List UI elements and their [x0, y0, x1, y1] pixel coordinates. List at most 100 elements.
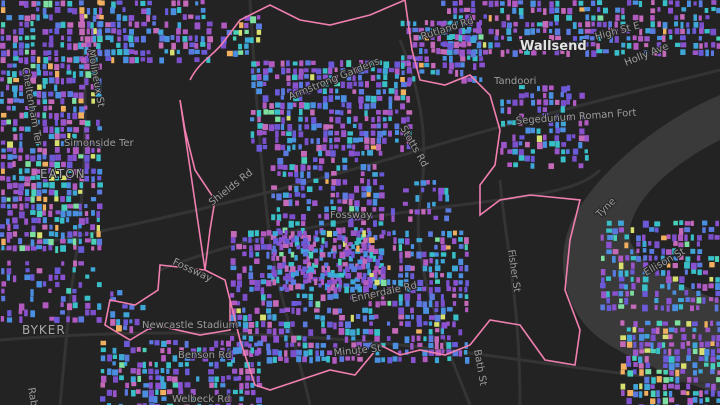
building	[382, 89, 387, 95]
building	[698, 49, 704, 56]
building	[31, 189, 37, 197]
building	[295, 200, 300, 206]
building	[697, 235, 702, 241]
building	[24, 182, 31, 187]
building	[98, 35, 102, 40]
building	[306, 262, 312, 269]
building	[618, 276, 625, 282]
building	[274, 124, 281, 130]
building	[286, 68, 291, 74]
building	[690, 248, 696, 254]
building	[651, 0, 655, 6]
building	[18, 49, 24, 56]
building	[464, 251, 469, 257]
building	[693, 370, 697, 376]
building	[524, 141, 530, 148]
building	[452, 293, 457, 298]
building	[286, 131, 292, 137]
building	[136, 368, 141, 375]
building	[129, 304, 135, 310]
building	[284, 230, 288, 236]
building	[674, 28, 680, 35]
building	[357, 265, 362, 270]
building	[668, 348, 672, 356]
building	[681, 363, 687, 369]
building	[410, 265, 415, 271]
building	[282, 256, 286, 263]
building	[54, 84, 58, 92]
building	[136, 389, 141, 394]
building	[455, 69, 459, 77]
building	[194, 49, 200, 55]
building	[208, 369, 215, 375]
building	[352, 67, 358, 73]
building	[84, 14, 88, 19]
building	[356, 237, 362, 244]
building	[460, 27, 465, 35]
building	[690, 262, 697, 270]
building	[501, 120, 506, 127]
building	[306, 255, 311, 262]
building	[458, 244, 464, 249]
building	[18, 42, 24, 49]
building	[189, 42, 196, 48]
building	[311, 123, 317, 131]
building	[37, 84, 42, 90]
building	[271, 193, 276, 199]
building	[482, 49, 488, 55]
building	[347, 137, 353, 144]
building	[72, 288, 77, 294]
building	[256, 23, 263, 30]
building	[55, 246, 59, 254]
building	[84, 63, 90, 70]
building	[332, 230, 338, 237]
building	[566, 15, 573, 21]
building	[354, 151, 360, 156]
building	[434, 336, 439, 343]
building	[149, 403, 155, 405]
building	[705, 397, 710, 403]
building	[266, 308, 272, 314]
building	[268, 67, 273, 73]
building	[129, 326, 134, 334]
building	[413, 34, 419, 41]
building	[331, 171, 337, 176]
building	[42, 8, 47, 15]
building	[344, 286, 349, 294]
building	[338, 258, 342, 266]
building	[30, 210, 36, 215]
building	[298, 109, 303, 116]
building	[43, 14, 49, 19]
building	[356, 245, 360, 252]
building	[536, 7, 542, 12]
building	[300, 221, 306, 227]
river	[563, 95, 720, 395]
building	[398, 350, 402, 356]
building	[90, 140, 95, 145]
building	[333, 237, 337, 243]
building	[542, 49, 546, 55]
building	[154, 396, 158, 403]
building	[679, 255, 684, 260]
building	[190, 389, 196, 396]
building	[298, 116, 303, 122]
building	[308, 349, 313, 356]
building	[97, 189, 103, 195]
building	[398, 307, 405, 315]
building	[618, 270, 623, 278]
building	[124, 389, 128, 396]
building	[328, 67, 333, 75]
building	[356, 230, 361, 238]
building	[662, 397, 669, 405]
building	[324, 206, 329, 213]
building	[316, 75, 322, 80]
building	[257, 123, 264, 129]
building	[30, 296, 34, 302]
building	[419, 42, 425, 47]
building	[371, 117, 375, 123]
building	[680, 35, 686, 41]
building	[296, 349, 302, 356]
building	[572, 155, 577, 162]
building	[380, 266, 386, 274]
building	[97, 245, 102, 251]
